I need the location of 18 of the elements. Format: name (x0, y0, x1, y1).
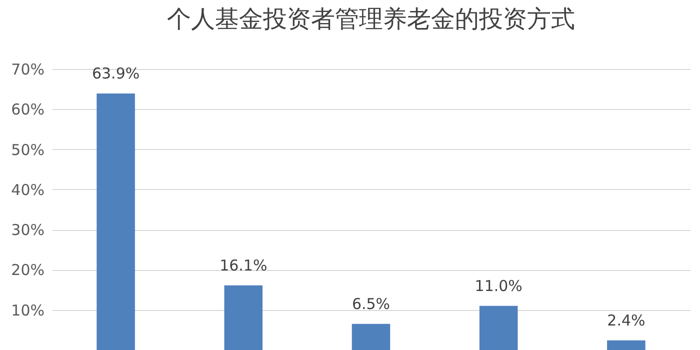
data-label: 2.4% (607, 311, 646, 330)
data-label: 11.0% (474, 276, 522, 295)
y-tick-label: 20% (11, 261, 44, 280)
y-tick-label: 40% (11, 180, 44, 199)
data-label: 63.9% (92, 64, 140, 82)
y-tick-label: 10% (11, 301, 44, 320)
bar (224, 285, 263, 350)
chart-title: 个人基金投资者管理养老金的投资方式 (167, 5, 575, 33)
bar (479, 306, 518, 350)
data-label: 6.5% (352, 294, 390, 313)
y-tick-label: 30% (11, 221, 44, 240)
bar (96, 93, 135, 350)
data-label: 16.1% (220, 256, 268, 274)
y-tick-label: 70% (11, 60, 44, 78)
bar (607, 340, 646, 350)
bar (352, 324, 390, 350)
y-tick-label: 60% (11, 100, 44, 119)
y-tick-label: 50% (11, 140, 44, 159)
